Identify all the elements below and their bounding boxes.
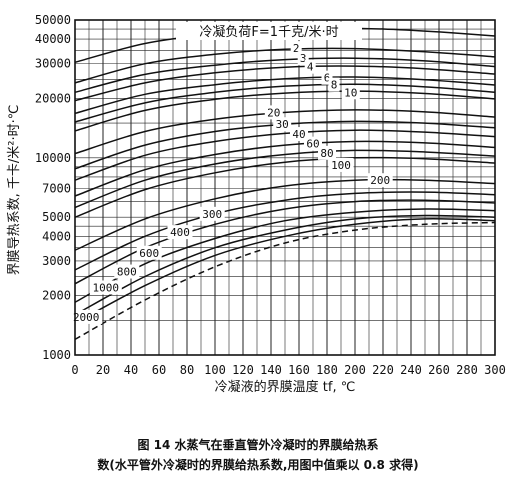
curve-label-background [264,105,283,120]
x-tick-label: 220 [372,363,394,377]
curve-label-background [89,280,122,295]
curve-label: 8 [331,79,338,92]
x-tick-label: 180 [316,363,338,377]
curve-label-background [321,70,333,85]
y-tick-label: 3000 [42,254,71,268]
curve-label: 1000 [93,281,120,294]
curve-label: 100 [331,159,351,172]
curve-label-background [328,157,354,172]
curve-label-background [136,245,162,260]
x-tick-label: 0 [71,363,78,377]
curve-label: 800 [117,266,137,279]
y-tick-label: 20000 [35,91,71,105]
y-axis-label: 界膜导热系数, 千卡/米²·时·℃ [7,105,22,276]
series-curve-200 [74,178,496,251]
x-tick-label: 40 [124,363,138,377]
curve-label-background [70,309,103,324]
x-tick-label: 60 [152,363,166,377]
figure-caption-line-2: 数(水平管外冷凝时的界膜给热系数,用图中值乘以 0.8 求得) [97,458,419,472]
y-tick-label: 7000 [42,181,71,195]
plot-frame [74,19,496,356]
y-tick-label: 1000 [42,348,71,362]
series-curve-6 [74,76,496,115]
series-curve-40 [74,129,496,181]
y-tick-label: 40000 [35,32,71,46]
curve-label-background [328,77,340,92]
curve-label: 600 [139,247,159,260]
curve-label-background [114,264,140,279]
x-tick-label: 100 [204,363,226,377]
curve-label-background [304,136,322,151]
x-tick-label: 20 [96,363,110,377]
curve-label: 6 [324,72,331,85]
series-curve-800 [74,214,496,316]
curve-label-background [290,127,308,142]
x-axis-label: 冷凝液的界膜温度 tf, ℃ [215,379,356,395]
curve-label-background [367,173,393,188]
series-curve-2 [74,47,496,84]
x-tick-label: 240 [400,363,422,377]
y-tick-label: 10000 [35,151,71,165]
x-tick-label: 200 [344,363,366,377]
curve-label-background [167,225,193,240]
y-tick-label: 4000 [42,229,71,243]
x-tick-label: 300 [484,363,506,377]
curve-label-background [304,59,316,74]
x-tick-label: 160 [288,363,310,377]
curve-label-background [199,206,225,221]
y-tick-label: 50000 [35,13,71,27]
curve-label: 2 [293,42,300,55]
title-background [176,22,362,40]
x-tick-label: 120 [232,363,254,377]
series-curve-300 [74,191,496,271]
chart-title: 冷凝负荷F=1千克/米·时 [199,24,338,40]
x-tick-labels: 0 20 40 60 80 100 120 140 160 180 200 220 240 260 280 3… [71,363,505,377]
series-curve-2000 [74,221,496,341]
series-curve-80 [74,149,496,209]
curve-label: 300 [202,208,222,221]
curve-label-background [297,51,309,66]
series-curve-3 [74,57,496,94]
y-tick-label: 30000 [35,57,71,71]
series-curve-10 [74,90,496,132]
grid-lines [74,19,496,356]
y-tick-label: 5000 [42,210,71,224]
curve-label: 40 [292,128,305,141]
curve-label: 200 [370,174,390,187]
series-curve-4 [74,65,496,102]
series-curve-8 [74,83,496,123]
series-curve-1000 [74,218,496,324]
curve-label-background [273,117,292,132]
curve-label: 10 [344,86,357,99]
x-tick-label: 280 [456,363,478,377]
curve-label-background [341,85,360,100]
curve-label: 4 [307,61,314,74]
series-curve-60 [74,140,496,197]
curve-label: 80 [320,147,333,160]
curve-label: 2000 [73,311,100,324]
x-tick-label: 140 [260,363,282,377]
condensation-film-chart: 2346810203040608010020030040060080010002… [7,13,506,395]
figure-caption-line-1: 图 14 水蒸气在垂直管外冷凝时的界膜给热系 [137,438,379,452]
curve-label: 30 [276,118,289,131]
x-tick-label: 260 [428,363,450,377]
curve-label: 60 [306,138,319,151]
curve-label: 3 [300,52,307,65]
y-tick-labels: 1000 2000 3000 4000 5000 7000 10000 20000 30000 4… [35,13,71,362]
curve-label-background [290,41,302,56]
curve-label-background [318,145,336,160]
y-tick-label: 2000 [42,289,71,303]
series-curve-600 [74,208,496,303]
series-curve-100 [74,156,496,218]
series-curve-20 [74,109,496,155]
curve-label: 20 [267,106,280,119]
x-tick-label: 80 [180,363,194,377]
curve-label: 400 [170,226,190,239]
